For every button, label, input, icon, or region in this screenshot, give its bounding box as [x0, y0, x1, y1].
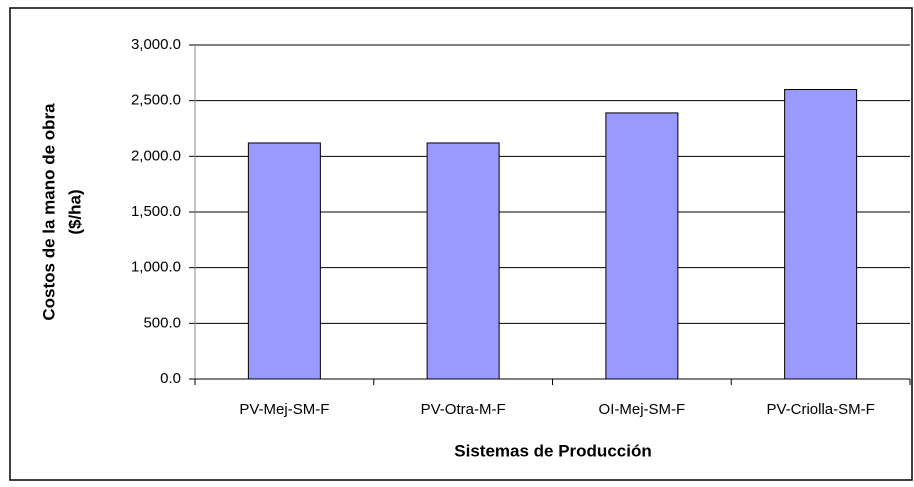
y-tick-label: 1,000.0	[131, 259, 181, 276]
y-tick-label: 500.0	[143, 314, 181, 331]
y-tick-label: 2,500.0	[131, 92, 181, 109]
bar	[247, 142, 321, 380]
x-tick-label: PV-Mej-SM-F	[239, 401, 329, 418]
bar	[426, 142, 500, 380]
y-tick-label: 1,500.0	[131, 203, 181, 220]
y-axis-title: Costos de la mano de obra	[39, 103, 58, 321]
y-axis-title: ($/ha)	[65, 189, 84, 234]
y-tick-label: 0.0	[160, 370, 181, 387]
x-tick-label: PV-Criolla-SM-F	[766, 401, 874, 418]
x-tick-label: OI-Mej-SM-F	[599, 401, 686, 418]
bar	[784, 89, 858, 380]
bar	[605, 112, 679, 380]
x-tick-label: PV-Otra-M-F	[421, 401, 506, 418]
y-tick-label: 3,000.0	[131, 36, 181, 53]
y-tick-label: 2,000.0	[131, 147, 181, 164]
x-axis-title: Sistemas de Producción	[454, 441, 651, 460]
